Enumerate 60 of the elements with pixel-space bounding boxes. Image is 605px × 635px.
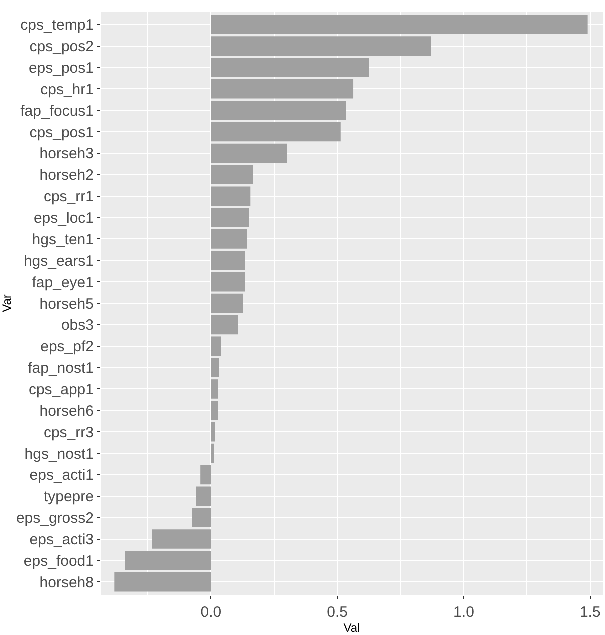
y-axis-title: Var <box>0 294 14 312</box>
bar <box>125 551 212 570</box>
y-tick-label: eps_pos1 <box>28 60 94 77</box>
y-tick-label: eps_pf2 <box>40 338 94 356</box>
y-tick-label: cps_rr3 <box>44 424 94 442</box>
y-tick-label: horseh8 <box>40 574 94 592</box>
bar <box>211 80 354 99</box>
bar <box>211 315 238 335</box>
bar <box>152 530 212 549</box>
bar <box>211 186 251 206</box>
bar <box>211 272 246 292</box>
bar <box>211 36 432 56</box>
y-tick-label: fap_nost1 <box>28 360 94 378</box>
x-tick-label: 1.0 <box>454 604 474 621</box>
bar <box>211 401 218 420</box>
y-tick-label: hgs_ears1 <box>24 252 94 270</box>
y-tick-label: eps_acti1 <box>30 467 94 484</box>
bar <box>211 336 222 356</box>
y-tick-label: fap_eye1 <box>32 274 94 292</box>
bar <box>211 144 288 164</box>
bar <box>211 100 346 120</box>
bar <box>196 486 212 506</box>
bar <box>114 572 212 592</box>
y-tick-label: cps_pos2 <box>30 38 94 56</box>
bar <box>211 294 244 314</box>
bar <box>192 508 212 528</box>
y-tick-label: horseh6 <box>40 402 94 420</box>
bar <box>211 444 214 464</box>
y-tick-label: fap_focus1 <box>20 102 94 120</box>
y-tick-label: horseh5 <box>40 296 94 313</box>
y-tick-label: cps_pos1 <box>30 124 94 142</box>
x-tick-label: 1.5 <box>580 604 601 621</box>
bar <box>200 465 212 485</box>
x-axis-title: Val <box>344 621 360 635</box>
y-tick-label: cps_hr1 <box>40 81 94 98</box>
y-tick-label: eps_acti3 <box>30 532 94 549</box>
y-tick-label: eps_loc1 <box>34 210 94 228</box>
x-tick-label: 0.0 <box>200 604 222 621</box>
y-tick-label: obs3 <box>61 317 94 334</box>
y-tick-label: hgs_ten1 <box>32 231 94 248</box>
y-tick-label: eps_food1 <box>24 552 94 570</box>
bar <box>211 250 246 270</box>
bar <box>211 165 254 185</box>
y-tick-label: cps_temp1 <box>20 17 94 34</box>
y-tick-label: typepre <box>44 488 94 506</box>
bar <box>211 422 216 442</box>
bar <box>211 122 341 142</box>
bar <box>211 58 370 78</box>
y-tick-label: horseh3 <box>40 146 94 163</box>
y-tick-label: horseh2 <box>40 167 94 184</box>
x-tick-label: 0.5 <box>327 604 348 621</box>
bar <box>211 230 248 249</box>
y-tick-label: eps_gross2 <box>16 510 94 528</box>
bar <box>211 15 588 35</box>
bar <box>211 380 218 399</box>
y-tick-label: cps_app1 <box>28 381 94 398</box>
y-tick-label: cps_rr1 <box>44 188 94 206</box>
bar <box>211 208 250 228</box>
y-tick-label: hgs_nost1 <box>24 446 94 463</box>
bar <box>211 358 220 378</box>
